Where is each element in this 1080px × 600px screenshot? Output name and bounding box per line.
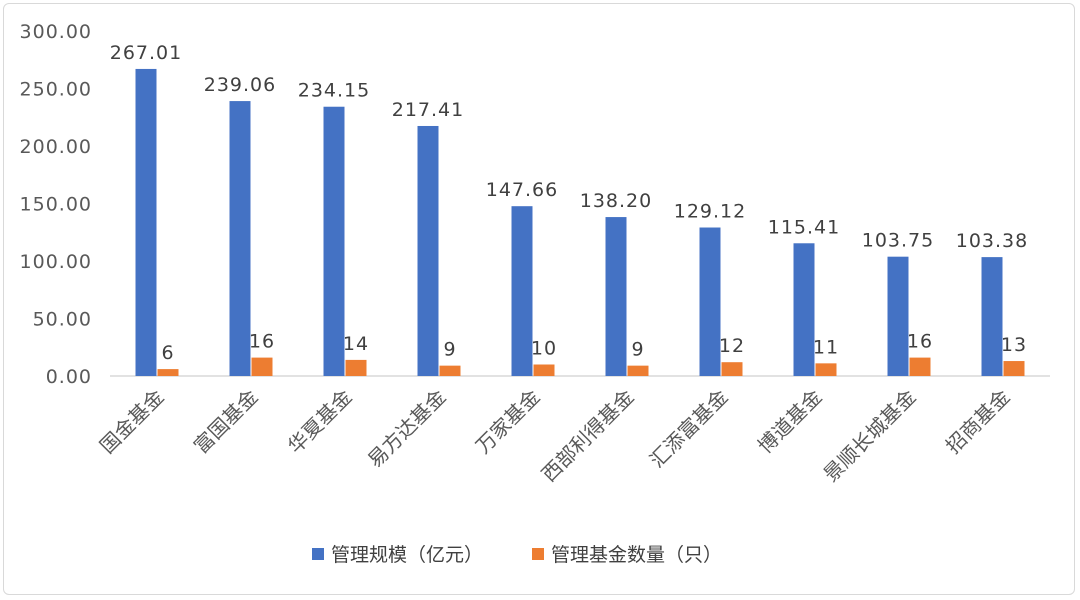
scale-bar bbox=[887, 256, 909, 376]
x-category-label: 易方达基金 bbox=[363, 385, 451, 473]
count-data-label: 16 bbox=[249, 331, 275, 353]
count-data-label: 16 bbox=[907, 331, 933, 353]
y-tick-label: 0.00 bbox=[46, 366, 92, 388]
scale-data-label: 115.41 bbox=[768, 216, 840, 238]
y-tick-label: 300.00 bbox=[20, 21, 92, 43]
count-data-label: 12 bbox=[719, 335, 745, 357]
y-tick-label: 250.00 bbox=[20, 79, 92, 101]
scale-bar bbox=[323, 106, 345, 376]
count-bar bbox=[721, 362, 743, 376]
bars bbox=[135, 68, 1025, 377]
x-category-label: 华夏基金 bbox=[283, 385, 357, 459]
count-data-label: 6 bbox=[161, 342, 174, 364]
scale-data-label: 234.15 bbox=[298, 80, 370, 102]
legend-swatch-scale bbox=[312, 548, 324, 560]
scale-data-label: 129.12 bbox=[674, 201, 746, 223]
scale-bar bbox=[981, 257, 1003, 376]
x-category-label: 国金基金 bbox=[95, 385, 169, 459]
scale-data-label: 138.20 bbox=[580, 190, 652, 212]
count-bar bbox=[157, 369, 179, 376]
y-tick-label: 150.00 bbox=[20, 194, 92, 216]
count-data-label: 11 bbox=[813, 336, 839, 358]
x-category-label: 景顺长城基金 bbox=[819, 385, 921, 487]
y-tick-label: 100.00 bbox=[20, 251, 92, 273]
scale-bar bbox=[699, 227, 721, 376]
count-bar bbox=[909, 357, 931, 376]
scale-data-label: 103.75 bbox=[862, 230, 934, 252]
scale-data-label: 239.06 bbox=[204, 74, 276, 96]
scale-bar bbox=[793, 243, 815, 376]
count-bar bbox=[1003, 361, 1025, 376]
legend-swatch-count bbox=[532, 548, 544, 560]
scale-data-label: 103.38 bbox=[956, 230, 1028, 252]
y-tick-label: 50.00 bbox=[33, 309, 92, 331]
scale-bar bbox=[135, 68, 157, 376]
count-data-label: 9 bbox=[631, 339, 644, 361]
count-bar bbox=[251, 357, 273, 376]
legend-label-scale: 管理规模（亿元） bbox=[331, 544, 483, 566]
chart-frame bbox=[3, 3, 1075, 595]
scale-data-label: 267.01 bbox=[110, 42, 182, 64]
x-category-label: 汇添富基金 bbox=[645, 385, 733, 473]
scale-data-label: 147.66 bbox=[486, 179, 558, 201]
count-data-label: 9 bbox=[443, 339, 456, 361]
x-category-label: 富国基金 bbox=[189, 385, 263, 459]
scale-bar bbox=[229, 101, 251, 377]
y-axis: 0.00 50.00 100.00 150.00 200.00 250.00 300.00 bbox=[20, 21, 92, 388]
x-category-label: 西部利得基金 bbox=[537, 385, 639, 487]
count-data-label: 13 bbox=[1001, 334, 1027, 356]
data-labels: 267.01 239.06 234.15 217.41 147.66 138.20 129.… bbox=[110, 42, 1028, 364]
y-tick-label: 200.00 bbox=[20, 136, 92, 158]
legend-label-count: 管理基金数量（只） bbox=[551, 544, 722, 566]
scale-bar bbox=[511, 206, 533, 376]
scale-bar bbox=[417, 125, 439, 376]
count-bar bbox=[627, 365, 649, 376]
x-category-label: 招商基金 bbox=[941, 385, 1015, 459]
count-bar bbox=[439, 365, 461, 376]
legend: 管理规模（亿元） 管理基金数量（只） bbox=[312, 544, 722, 566]
scale-data-label: 217.41 bbox=[392, 99, 464, 121]
count-bar bbox=[815, 363, 837, 376]
count-data-label: 14 bbox=[343, 333, 369, 355]
x-category-label: 万家基金 bbox=[471, 385, 545, 459]
count-bar bbox=[533, 364, 555, 376]
count-data-label: 10 bbox=[531, 338, 557, 360]
count-bar bbox=[345, 359, 367, 376]
x-category-label: 博道基金 bbox=[753, 385, 827, 459]
scale-bar bbox=[605, 217, 627, 376]
